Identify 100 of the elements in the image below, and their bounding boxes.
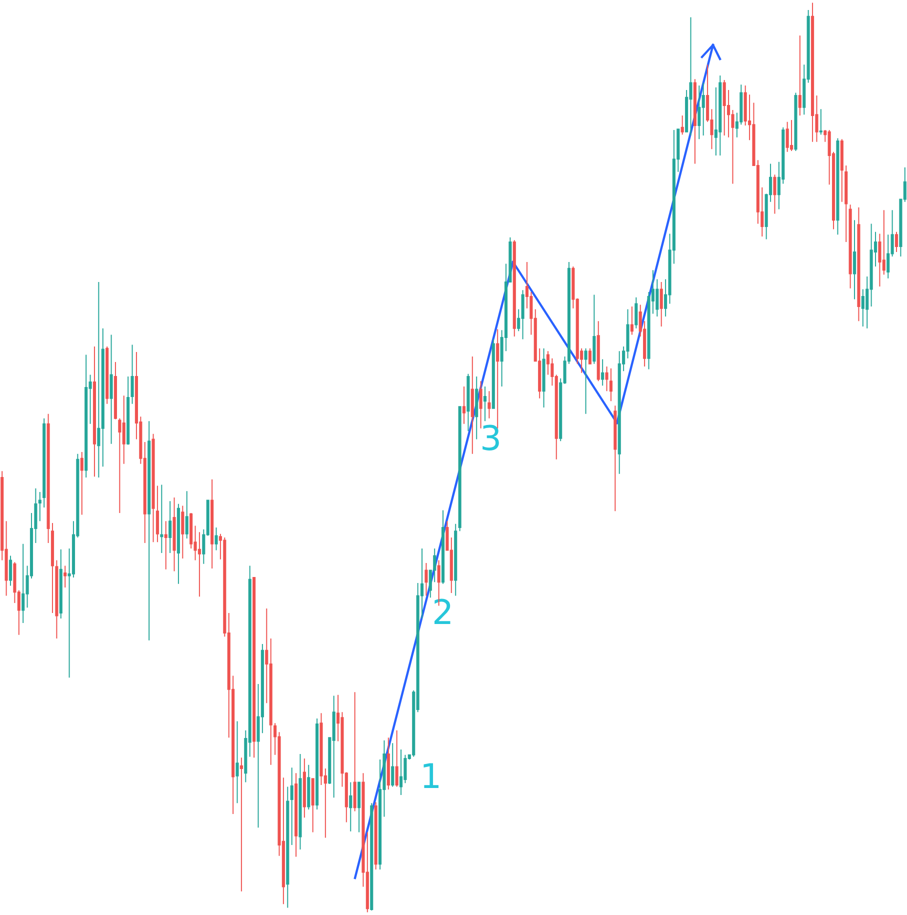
candlestick bbox=[374, 802, 378, 870]
candlestick bbox=[353, 692, 356, 812]
candlestick bbox=[614, 405, 617, 512]
candlestick bbox=[483, 386, 487, 422]
candlestick bbox=[848, 204, 852, 289]
candlestick bbox=[64, 565, 67, 588]
candlestick bbox=[689, 16, 692, 136]
candlestick bbox=[55, 560, 58, 639]
candlestick bbox=[106, 346, 109, 404]
candlestick bbox=[290, 767, 294, 846]
candlestick bbox=[790, 120, 794, 152]
candlestick bbox=[588, 348, 592, 364]
candlestick bbox=[605, 366, 608, 392]
candlestick bbox=[316, 718, 319, 810]
candlestick bbox=[298, 754, 302, 850]
candlestick bbox=[634, 296, 638, 329]
candlestick bbox=[172, 497, 176, 572]
candlestick bbox=[618, 350, 621, 474]
candlestick bbox=[252, 577, 256, 758]
candlestick bbox=[42, 418, 46, 508]
candlestick bbox=[46, 413, 50, 544]
candlestick bbox=[332, 695, 336, 798]
candlestick bbox=[240, 757, 243, 892]
candlestick bbox=[609, 368, 612, 402]
candlestick bbox=[286, 786, 290, 908]
candlestick bbox=[786, 121, 789, 152]
candlestick bbox=[130, 344, 134, 404]
candlestick bbox=[8, 555, 12, 586]
candlestick bbox=[22, 543, 25, 624]
candlestick bbox=[176, 503, 180, 584]
candlestick bbox=[718, 74, 722, 156]
candlestick bbox=[852, 220, 856, 300]
candlestick bbox=[660, 281, 663, 328]
candlestick bbox=[399, 748, 403, 796]
candlestick bbox=[214, 527, 218, 551]
candlestick bbox=[592, 294, 596, 364]
candlestick bbox=[722, 80, 726, 136]
candlestick bbox=[840, 138, 844, 202]
candlestick bbox=[168, 500, 172, 554]
candlestick bbox=[470, 356, 474, 454]
candlestick bbox=[59, 548, 62, 619]
candlestick bbox=[492, 338, 495, 409]
candlestick bbox=[466, 373, 470, 432]
candlestick bbox=[294, 772, 298, 858]
candlestick bbox=[462, 386, 466, 424]
candlestick bbox=[479, 380, 482, 429]
candlestick bbox=[50, 522, 54, 614]
candlestick bbox=[236, 720, 239, 804]
candlestick bbox=[810, 2, 814, 142]
candlestick bbox=[702, 82, 705, 136]
candlestick bbox=[185, 490, 188, 539]
candlestick bbox=[488, 390, 491, 419]
candlestick bbox=[126, 376, 130, 446]
candlestick bbox=[38, 492, 42, 522]
candlestick bbox=[836, 138, 840, 236]
candlestick bbox=[80, 452, 84, 516]
candlestick bbox=[857, 206, 860, 322]
candlestick bbox=[97, 281, 100, 478]
candlestick bbox=[454, 523, 458, 596]
candlestick bbox=[311, 778, 314, 833]
candlestick bbox=[458, 406, 462, 532]
candlestick bbox=[475, 376, 478, 440]
candlestick bbox=[794, 92, 798, 152]
candlestick bbox=[698, 85, 701, 140]
candlestick bbox=[148, 420, 151, 641]
candlestick bbox=[84, 354, 88, 478]
candlestick bbox=[114, 362, 117, 420]
candlestick bbox=[210, 478, 214, 569]
candlestick bbox=[630, 306, 634, 336]
candlestick bbox=[601, 358, 604, 386]
candlestick bbox=[521, 290, 524, 340]
candlestick bbox=[370, 802, 374, 911]
candlestick bbox=[156, 485, 159, 543]
candlestick bbox=[441, 510, 445, 584]
candlestick bbox=[349, 782, 352, 832]
candlestick bbox=[542, 348, 546, 408]
candlestick bbox=[819, 108, 822, 136]
candlestick bbox=[357, 782, 361, 833]
candlestick bbox=[386, 737, 390, 790]
candlestick bbox=[181, 505, 184, 559]
candlestick bbox=[693, 78, 696, 164]
candlestick bbox=[164, 520, 168, 570]
candlestick bbox=[391, 742, 394, 788]
candlestick bbox=[512, 240, 516, 338]
candlestick bbox=[160, 484, 164, 554]
candlestick bbox=[798, 34, 802, 116]
candlestick bbox=[894, 231, 898, 252]
candlestick bbox=[110, 334, 113, 444]
candlestick bbox=[395, 730, 398, 788]
annotation: 1 bbox=[420, 757, 442, 797]
candlestick bbox=[152, 433, 155, 543]
candlestick bbox=[424, 562, 428, 596]
candlestick bbox=[844, 165, 848, 242]
annotation: 3 bbox=[480, 419, 502, 459]
candlestick bbox=[680, 115, 684, 136]
candlestick bbox=[302, 758, 306, 818]
candlestick bbox=[773, 174, 776, 214]
candlestick bbox=[584, 348, 588, 414]
candlestick bbox=[307, 764, 310, 810]
candlestick bbox=[92, 346, 96, 478]
